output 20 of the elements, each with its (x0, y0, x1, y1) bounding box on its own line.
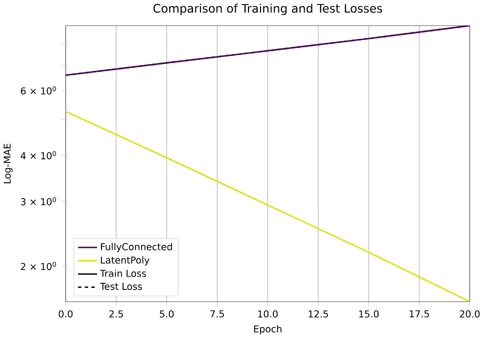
x-axis-title: Epoch (254, 325, 282, 334)
x-tick-label: 2.5 (109, 310, 123, 318)
y-tick-label: 4 × 10$^{0}$ (20, 151, 56, 160)
x-tick-label: 20.0 (460, 310, 480, 318)
x-tick-label: 10.0 (258, 310, 278, 318)
x-tick-label: 0.0 (58, 310, 73, 318)
y-tick-label: 2 × 10$^{0}$ (20, 262, 56, 270)
y-tick-label: 6 × 10$^{0}$ (20, 86, 56, 95)
y-tick-label: 3 × 10$^{0}$ (20, 197, 56, 206)
legend-label: Train Loss (100, 270, 146, 277)
legend-label: Test Loss (100, 282, 142, 290)
legend-label: FullyConnected (100, 242, 172, 252)
x-tick-label: 15.0 (359, 310, 379, 318)
x-tick-label: 7.5 (210, 310, 224, 318)
x-tick-label: 5.0 (160, 310, 174, 318)
x-tick-label: 12.5 (308, 310, 328, 318)
legend-label: LatentPoly (100, 256, 150, 266)
y-axis-title: Log-MAE (4, 144, 13, 184)
x-tick-label: 17.5 (410, 310, 429, 318)
chart-title: Comparison of Training and Test Losses (153, 4, 382, 15)
